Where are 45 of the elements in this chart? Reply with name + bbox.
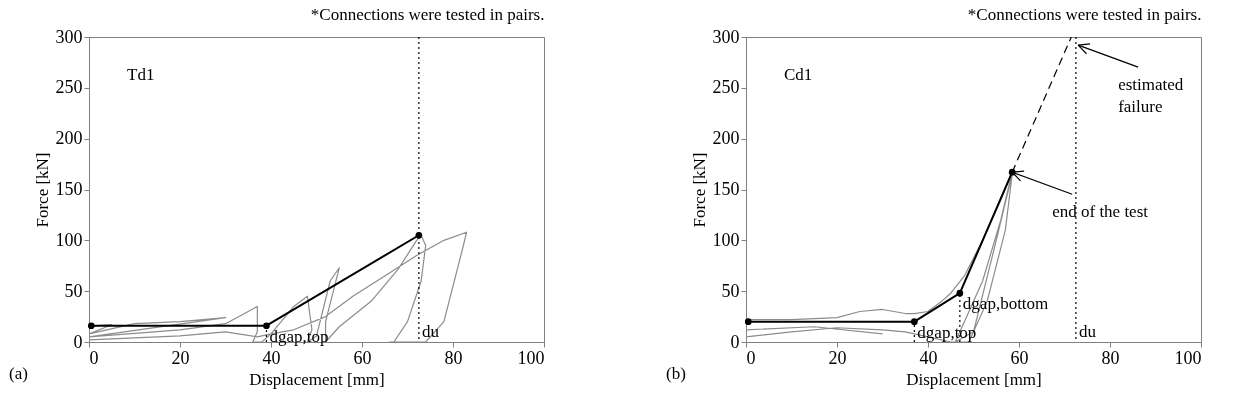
x-tick-label: 60: [1010, 347, 1029, 368]
y-tick-label: 50: [721, 280, 740, 301]
y-tick-label: 0: [730, 331, 740, 352]
x-tick-label: 0: [89, 347, 99, 368]
ref-line-label: du: [1078, 322, 1097, 341]
x-tick-label: 40: [919, 347, 938, 368]
y-tick-label: 150: [712, 179, 740, 199]
y-axis-title: Force [kN]: [32, 152, 52, 228]
ref-line-label: du: [421, 322, 440, 341]
chart-title: *Connections were tested in pairs.: [967, 5, 1202, 24]
y-tick-label: 100: [712, 229, 740, 250]
x-axis-title: Displacement [mm]: [249, 369, 385, 389]
y-tick-label: 250: [55, 77, 83, 98]
text: (b): [666, 364, 686, 383]
series-label: dgap,top: [917, 322, 977, 342]
y-tick-label: 0: [73, 331, 83, 352]
y-tick-label: 200: [55, 128, 83, 149]
annotation: Td1: [127, 65, 155, 84]
x-tick-label: 100: [517, 347, 545, 368]
series-label: dgap,top: [269, 326, 329, 346]
x-tick-label: 80: [1101, 347, 1120, 368]
x-tick-label: 0: [746, 347, 756, 368]
y-tick-label: 200: [712, 128, 740, 149]
chart-title: *Connections were tested in pairs.: [310, 5, 545, 24]
series-label: dgap,bottom: [962, 294, 1049, 314]
annotation: Cd1: [784, 65, 813, 84]
x-tick-label: 20: [828, 347, 847, 368]
x-tick-label: 40: [262, 347, 281, 368]
y-tick-label: 150: [55, 179, 83, 199]
text: (a): [9, 364, 28, 383]
annotation: estimated failure: [1118, 75, 1184, 117]
y-tick-label: 250: [712, 77, 740, 98]
x-axis-title: Displacement [mm]: [906, 369, 1042, 389]
point: [744, 318, 752, 326]
x-tick-label: 60: [353, 347, 372, 368]
point: [911, 318, 918, 326]
y-tick-label: 300: [55, 26, 83, 47]
y-tick-label: 50: [64, 280, 83, 301]
x-tick-label: 100: [1174, 347, 1202, 368]
annotation: end of the test: [1052, 202, 1149, 222]
y-tick-label: 300: [712, 26, 740, 47]
x-tick-label: 80: [444, 347, 463, 368]
y-tick-label: 100: [55, 229, 83, 250]
x-tick-label: 20: [171, 347, 190, 368]
y-axis-title: Force [kN]: [689, 152, 709, 228]
